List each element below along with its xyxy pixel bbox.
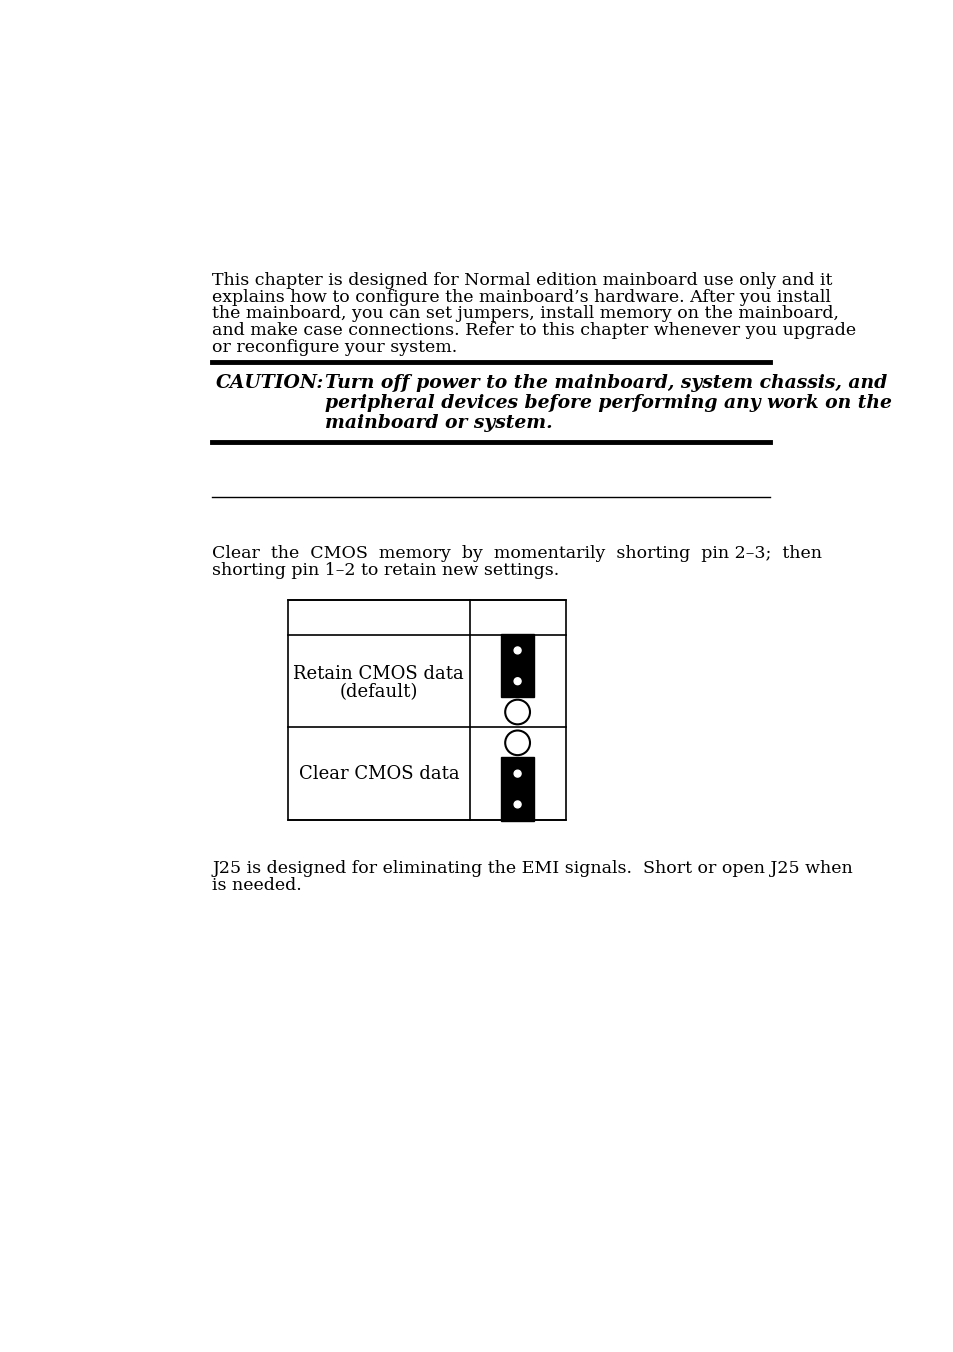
Bar [500, 757, 534, 821]
Text: Retain CMOS data: Retain CMOS data [294, 665, 464, 683]
Bar [288, 600, 565, 819]
Circle shape [505, 730, 530, 756]
Circle shape [514, 771, 520, 777]
Circle shape [514, 677, 520, 684]
Text: is needed.: is needed. [212, 877, 302, 894]
Text: the mainboard, you can set jumpers, install memory on the mainboard,: the mainboard, you can set jumpers, inst… [212, 306, 839, 323]
Circle shape [505, 792, 530, 817]
Text: Clear CMOS data: Clear CMOS data [298, 765, 458, 783]
Text: J25 is designed for eliminating the EMI signals.  Short or open J25 when: J25 is designed for eliminating the EMI … [212, 860, 852, 877]
Circle shape [505, 761, 530, 786]
Text: and make case connections. Refer to this chapter whenever you upgrade: and make case connections. Refer to this… [212, 322, 856, 339]
Text: shorting pin 1–2 to retain new settings.: shorting pin 1–2 to retain new settings. [212, 562, 558, 579]
Text: or reconfigure your system.: or reconfigure your system. [212, 339, 457, 357]
Text: Clear  the  CMOS  memory  by  momentarily  shorting  pin 2–3;  then: Clear the CMOS memory by momentarily sho… [212, 545, 821, 562]
Circle shape [505, 638, 530, 662]
Circle shape [514, 648, 520, 654]
Circle shape [514, 800, 520, 808]
Circle shape [505, 700, 530, 725]
Text: CAUTION:: CAUTION: [215, 375, 323, 392]
Text: (default): (default) [339, 683, 417, 700]
Text: Turn off power to the mainboard, system chassis, and: Turn off power to the mainboard, system … [324, 375, 886, 392]
Text: explains how to configure the mainboard’s hardware. After you install: explains how to configure the mainboard’… [212, 288, 830, 306]
Bar [500, 634, 534, 698]
Text: mainboard or system.: mainboard or system. [324, 414, 552, 433]
Circle shape [505, 669, 530, 694]
Text: peripheral devices before performing any work on the: peripheral devices before performing any… [324, 393, 890, 412]
Text: This chapter is designed for Normal edition mainboard use only and it: This chapter is designed for Normal edit… [212, 272, 832, 288]
